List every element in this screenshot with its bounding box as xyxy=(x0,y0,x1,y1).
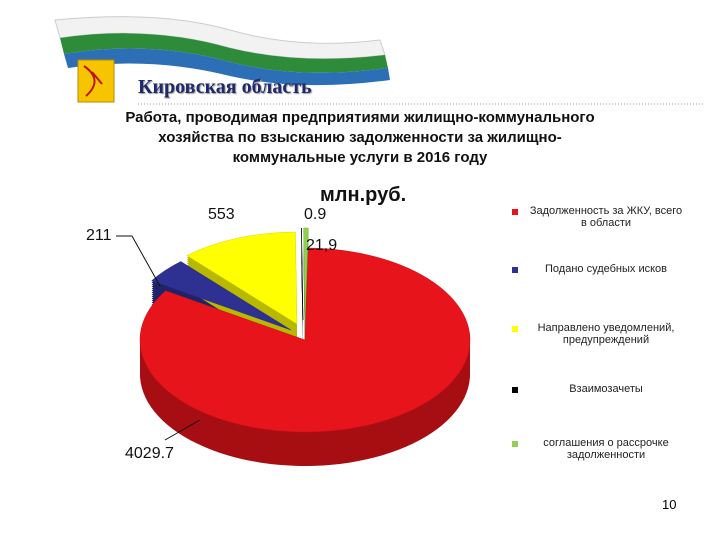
legend-label: Подано судебных исков xyxy=(545,263,667,275)
legend-swatch xyxy=(512,387,518,393)
legend-label: Взаимозачеты xyxy=(569,383,643,395)
subtitle-line: Работа, проводимая предприятиями жилищно… xyxy=(125,109,595,126)
pie-slice xyxy=(151,261,292,331)
legend-entry: Направлено уведомлений, предупреждений xyxy=(512,322,686,346)
pie-slice xyxy=(303,227,309,321)
legend-entry: соглашения о рассрочке задолженности xyxy=(512,437,686,461)
coat-of-arms xyxy=(83,65,103,97)
ribbon xyxy=(64,48,390,86)
pie-side xyxy=(301,254,303,346)
pie-slice xyxy=(301,227,304,321)
legend-entry: Задолженность за ЖКУ, всего в области xyxy=(512,205,686,229)
leader-line xyxy=(164,419,201,441)
legend-label: Задолженность за ЖКУ, всего в области xyxy=(529,205,683,229)
coat-of-arms xyxy=(77,59,115,103)
data-label: 0.9 xyxy=(304,206,326,223)
ribbon xyxy=(60,33,388,73)
data-label: 553 xyxy=(208,206,235,223)
pie-side xyxy=(301,250,303,342)
pie-side xyxy=(301,244,303,336)
legend-swatch xyxy=(512,267,518,273)
data-label: 4029.7 xyxy=(125,445,174,462)
pie-side xyxy=(301,256,303,348)
pie-side xyxy=(301,246,303,338)
subtitle-line: коммунальные услуги в 2016 году xyxy=(232,149,488,166)
subtitle-line: хозяйства по взысканию задолженности за … xyxy=(158,129,562,146)
pie-slice xyxy=(139,247,471,433)
legend-swatch xyxy=(512,441,518,447)
data-label: 211 xyxy=(86,227,112,244)
legend-swatch xyxy=(512,326,518,332)
pie-side xyxy=(301,258,303,350)
leader-line xyxy=(116,235,161,287)
legend-entry: Подано судебных исков xyxy=(512,263,686,275)
chart-title: млн.руб. xyxy=(320,184,407,206)
legend-swatch xyxy=(512,209,518,215)
legend-label: соглашения о рассрочке задолженности xyxy=(543,437,669,461)
legend-label: Направлено уведомлений, предупреждений xyxy=(537,322,675,346)
pie-slice xyxy=(186,231,298,325)
pie-side xyxy=(301,248,303,340)
pie-side xyxy=(301,252,303,344)
data-label: 21,9 xyxy=(306,237,337,254)
title: Кировская область xyxy=(138,76,312,98)
pie-side xyxy=(301,262,303,354)
page-number: 10 xyxy=(662,497,677,512)
subtitle: Работа, проводимая предприятиями жилищно… xyxy=(40,108,680,168)
legend-entry: Взаимозачеты xyxy=(512,383,686,395)
pie-side xyxy=(301,260,303,352)
